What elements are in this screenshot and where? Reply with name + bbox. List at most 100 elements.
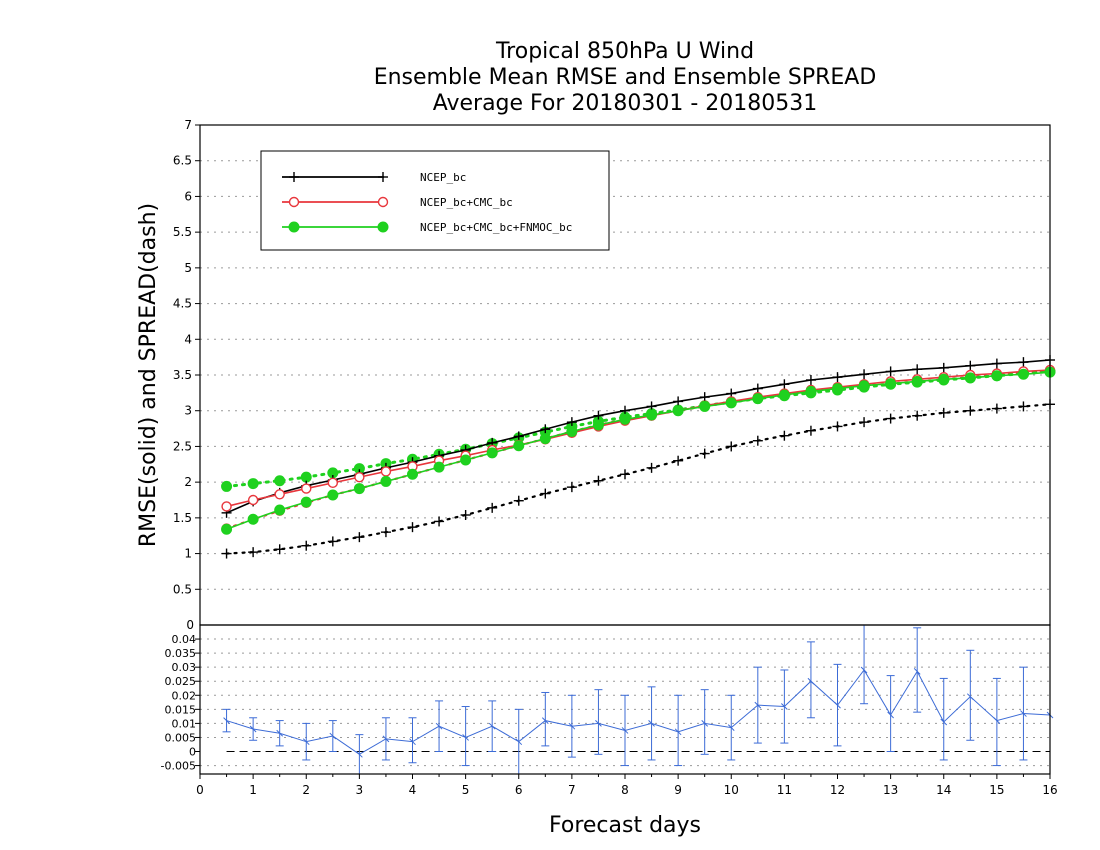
bottom-y-tick-label: 0 — [189, 746, 196, 759]
rmse-point-ncep-bc — [593, 410, 604, 421]
difference-point — [1020, 710, 1027, 717]
top-y-tick-label: 6.5 — [173, 154, 192, 168]
x-tick-label: 10 — [724, 783, 739, 797]
difference-point — [488, 722, 496, 730]
spread-point-ncep-bc — [327, 536, 338, 547]
rmse-point-ncep-bc-cmc-bc-fnmoc-bc — [805, 385, 817, 397]
rmse-point-ncep-bc — [885, 366, 896, 377]
rmse-point-ncep-bc-cmc-bc-fnmoc-bc — [858, 380, 870, 392]
difference-point — [223, 717, 230, 724]
difference-point — [807, 677, 815, 685]
y-axis-label: RMSE(solid) and SPREAD(dash) — [136, 203, 161, 547]
x-tick-label: 14 — [936, 783, 951, 797]
spread-point-ncep-bc — [460, 510, 471, 520]
difference-point — [462, 734, 469, 741]
difference-point — [781, 703, 788, 710]
spread-point-ncep-bc — [646, 462, 657, 473]
rmse-point-ncep-bc-cmc-bc-fnmoc-bc — [433, 461, 445, 473]
spread-point-ncep-bc — [274, 544, 285, 555]
top-y-tick-label: 4.5 — [173, 297, 192, 311]
spread-point-ncep-bc — [354, 532, 365, 543]
rmse-point-ncep-bc-cmc-bc-fnmoc-bc — [407, 468, 418, 480]
spread-point-ncep-bc — [965, 405, 976, 416]
difference-point — [568, 722, 576, 730]
rmse-point-ncep-bc-cmc-bc — [274, 489, 285, 500]
rmse-point-ncep-bc — [859, 369, 870, 380]
x-tick-label: 3 — [356, 783, 364, 797]
rmse-point-ncep-bc-cmc-bc-fnmoc-bc — [938, 373, 950, 385]
top-y-axis: 0.5 1 1.5 2 2.5 3 3.5 4 4.5 5 5.5 6 6.5 7 — [173, 118, 200, 596]
difference-point — [727, 724, 735, 731]
top-y-tick-label: 0.5 — [173, 582, 192, 596]
bottom-top-label: 0 — [186, 618, 194, 632]
spread-point-ncep-bc — [805, 425, 816, 436]
rmse-point-ncep-bc-cmc-bc-fnmoc-bc — [327, 489, 339, 501]
spread-point-ncep-bc — [593, 475, 604, 486]
difference-point — [515, 738, 523, 746]
difference-point — [329, 732, 337, 740]
rmse-point-ncep-bc-cmc-bc-fnmoc-bc — [592, 419, 604, 431]
spread-point-ncep-bc — [673, 455, 684, 466]
difference-point — [701, 720, 709, 727]
top-y-tick-label: 5 — [184, 261, 192, 275]
difference-point — [541, 717, 549, 724]
top-y-tick-label: 3.5 — [173, 368, 192, 382]
rmse-point-ncep-bc-cmc-bc-fnmoc-bc — [247, 513, 259, 525]
x-tick-label: 4 — [409, 783, 417, 797]
difference-point — [302, 738, 310, 746]
difference-point — [754, 701, 762, 709]
difference-point — [860, 666, 868, 674]
difference-point — [940, 718, 948, 726]
rmse-point-ncep-bc — [832, 372, 843, 383]
rmse-point-ncep-bc-cmc-bc-fnmoc-bc — [221, 523, 233, 535]
difference-point — [648, 720, 655, 727]
difference-point — [966, 693, 974, 701]
legend-label: NCEP_bc+CMC_bc+FNMOC_bc — [420, 221, 572, 234]
rmse-point-ncep-bc-cmc-bc-fnmoc-bc — [672, 405, 684, 417]
top-y-tick-label: 3 — [184, 404, 192, 418]
spread-line-ncep-bc-cmc-bc — [225, 369, 1052, 530]
spread-point-ncep-bc — [513, 495, 524, 506]
x-tick-label: 1 — [249, 783, 257, 797]
rmse-point-ncep-bc-cmc-bc-fnmoc-bc — [380, 475, 392, 487]
rmse-point-ncep-bc-cmc-bc-fnmoc-bc — [991, 370, 1003, 382]
rmse-point-ncep-bc-cmc-bc-fnmoc-bc — [964, 372, 976, 384]
rmse-point-ncep-bc — [699, 392, 710, 403]
difference-point — [382, 735, 390, 743]
rmse-point-ncep-bc — [991, 358, 1002, 369]
spread-point-ncep-bc — [434, 516, 445, 527]
legend-marker-right — [378, 172, 388, 182]
rmse-point-ncep-bc-cmc-bc — [354, 471, 365, 483]
bottom-y-tick-label: 0.02 — [172, 689, 197, 702]
rmse-point-ncep-bc-cmc-bc-fnmoc-bc — [513, 440, 525, 452]
rmse-point-ncep-bc-cmc-bc-fnmoc-bc — [353, 483, 365, 495]
rmse-point-ncep-bc-cmc-bc — [380, 466, 392, 477]
difference-point — [435, 722, 443, 730]
difference-point — [887, 711, 894, 719]
x-tick-label: 15 — [989, 783, 1004, 797]
x-tick-label: 16 — [1042, 783, 1057, 797]
difference-point — [356, 750, 363, 758]
difference-line — [226, 669, 1051, 755]
difference-point — [913, 668, 921, 675]
bottom-y-tick-label: 0.04 — [172, 633, 197, 646]
rmse-point-ncep-bc-cmc-bc-fnmoc-bc — [300, 496, 312, 508]
rmse-point-ncep-bc — [513, 431, 524, 442]
rmse-point-ncep-bc-cmc-bc-fnmoc-bc — [752, 393, 764, 405]
rmse-point-ncep-bc-cmc-bc-fnmoc-bc — [274, 504, 286, 516]
legend-label: NCEP_bc — [420, 171, 466, 184]
difference-point — [621, 727, 629, 734]
top-y-tick-label: 1 — [184, 547, 192, 561]
difference-point — [249, 725, 257, 733]
rmse-point-ncep-bc-cmc-bc-fnmoc-bc — [885, 378, 897, 390]
spread-line-ncep-bc — [225, 403, 1052, 555]
rmse-point-ncep-bc — [673, 396, 684, 407]
spread-point-ncep-bc — [991, 403, 1002, 414]
legend-marker-right — [377, 196, 389, 208]
rmse-point-ncep-bc-cmc-bc-fnmoc-bc — [911, 375, 923, 387]
top-panel: 0.5 1 1.5 2 2.5 3 3.5 4 4.5 5 5.5 6 6.5 7 RMSE(solid)… — [136, 118, 1056, 626]
legend-marker-left — [288, 221, 300, 233]
spread-point-ncep-bc — [1018, 401, 1029, 412]
